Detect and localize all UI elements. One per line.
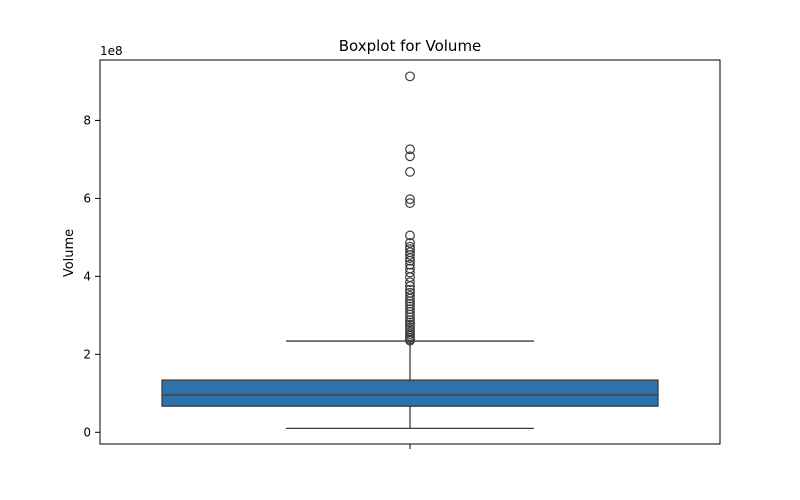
y-tick-label-8: 8 bbox=[83, 113, 91, 127]
y-tick-label-4: 4 bbox=[83, 269, 91, 283]
outlier-point bbox=[405, 198, 415, 208]
outlier-point bbox=[405, 267, 415, 278]
y-tick-label-0: 0 bbox=[83, 425, 91, 439]
outlier-point bbox=[405, 166, 415, 177]
outlier-points bbox=[405, 71, 415, 346]
outlier-point bbox=[405, 312, 415, 323]
y-axis-label: Volume bbox=[62, 229, 77, 277]
outlier-point bbox=[405, 250, 415, 260]
y-tick-label-6: 6 bbox=[83, 191, 91, 205]
outlier-point bbox=[405, 281, 415, 292]
outlier-point bbox=[405, 253, 415, 263]
iqr-box bbox=[161, 379, 659, 407]
outlier-point bbox=[405, 255, 415, 266]
y-axis-offset-label: 1e8 bbox=[100, 44, 123, 58]
outlier-point bbox=[405, 290, 415, 301]
outlier-point bbox=[405, 194, 415, 205]
y-axis-ticks: 0 2 4 6 8 bbox=[83, 113, 100, 439]
box bbox=[161, 340, 659, 430]
outlier-point bbox=[405, 277, 415, 288]
chart-title: Boxplot for Volume bbox=[339, 37, 482, 55]
outlier-point bbox=[405, 309, 415, 320]
outlier-point bbox=[405, 71, 415, 82]
outlier-point bbox=[405, 293, 415, 304]
outlier-point bbox=[405, 259, 415, 270]
y-tick-label-2: 2 bbox=[83, 347, 91, 361]
outlier-point bbox=[405, 151, 415, 162]
outlier-point bbox=[405, 237, 415, 248]
outlier-point bbox=[405, 335, 415, 346]
outlier-point bbox=[405, 230, 415, 241]
outlier-point bbox=[405, 144, 415, 155]
